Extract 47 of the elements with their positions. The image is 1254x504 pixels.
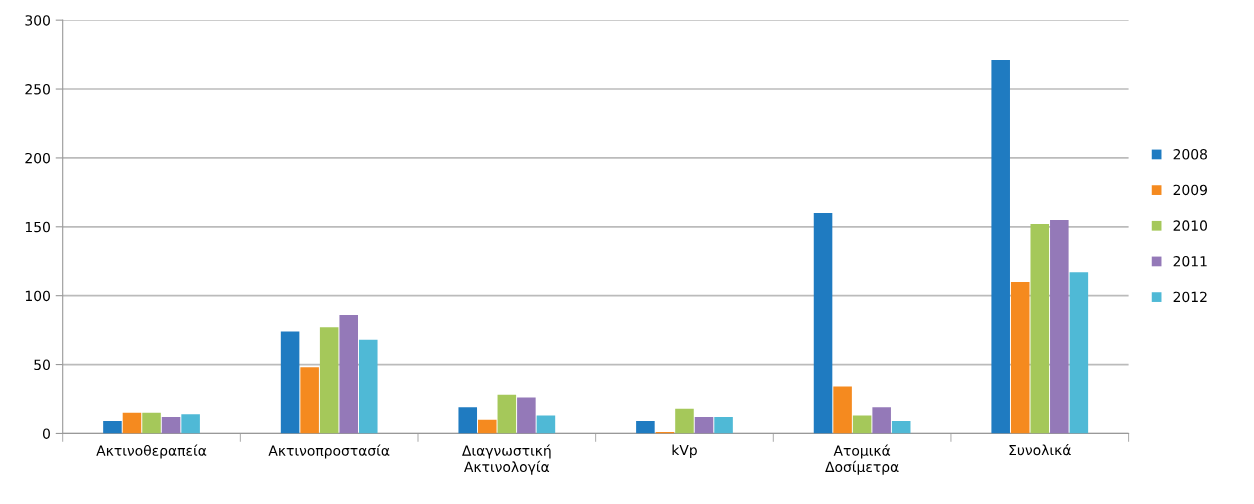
legend-label: 2011 bbox=[1173, 255, 1207, 267]
bar bbox=[813, 213, 833, 434]
x-tick-label: Ατομικά Δοσίμετρα bbox=[825, 444, 899, 475]
bar bbox=[1069, 272, 1089, 434]
bar bbox=[1050, 219, 1069, 434]
bar bbox=[891, 421, 911, 434]
legend-label: 2008 bbox=[1173, 149, 1207, 160]
legend-label: 2010 bbox=[1173, 220, 1208, 231]
x-tick-label: Διαγνωστική Ακτινολογία bbox=[462, 444, 551, 475]
bar bbox=[536, 415, 556, 434]
bar bbox=[991, 60, 1010, 434]
bar bbox=[458, 407, 478, 434]
bar bbox=[142, 412, 161, 434]
x-tick-label: kVp bbox=[672, 444, 697, 458]
bar bbox=[478, 419, 497, 434]
y-tick-label: 300 bbox=[25, 15, 50, 26]
x-tick-label: Ακτινοθεραπεία bbox=[96, 444, 207, 459]
y-tick-label: 250 bbox=[25, 84, 50, 95]
x-tick-label: Συνολικά bbox=[1009, 444, 1071, 456]
bar bbox=[122, 412, 142, 434]
bar bbox=[694, 416, 714, 434]
y-tick-label: 0 bbox=[42, 428, 50, 439]
bar bbox=[852, 415, 872, 434]
bar bbox=[103, 421, 122, 434]
legend-label: 2009 bbox=[1173, 184, 1207, 196]
y-tick-label: 150 bbox=[25, 221, 50, 233]
bar bbox=[497, 394, 517, 434]
bar bbox=[517, 397, 536, 434]
legend-label: 2012 bbox=[1173, 291, 1207, 303]
bar bbox=[161, 416, 181, 434]
bar bbox=[636, 421, 655, 434]
bar bbox=[1030, 224, 1050, 434]
y-tick-label: 50 bbox=[34, 359, 50, 371]
y-tick-label: 100 bbox=[25, 290, 50, 302]
bar bbox=[675, 408, 694, 434]
bar bbox=[280, 331, 300, 434]
x-tick-label: Ακτινοπροστασία bbox=[268, 444, 390, 459]
bar bbox=[358, 339, 378, 434]
bar bbox=[181, 414, 200, 434]
bar bbox=[833, 386, 852, 434]
bar bbox=[872, 407, 891, 434]
bar bbox=[339, 314, 358, 434]
bar bbox=[319, 327, 339, 434]
bar bbox=[300, 367, 319, 434]
bar bbox=[714, 416, 733, 434]
bar bbox=[1010, 281, 1030, 434]
y-tick-label: 200 bbox=[25, 152, 50, 164]
